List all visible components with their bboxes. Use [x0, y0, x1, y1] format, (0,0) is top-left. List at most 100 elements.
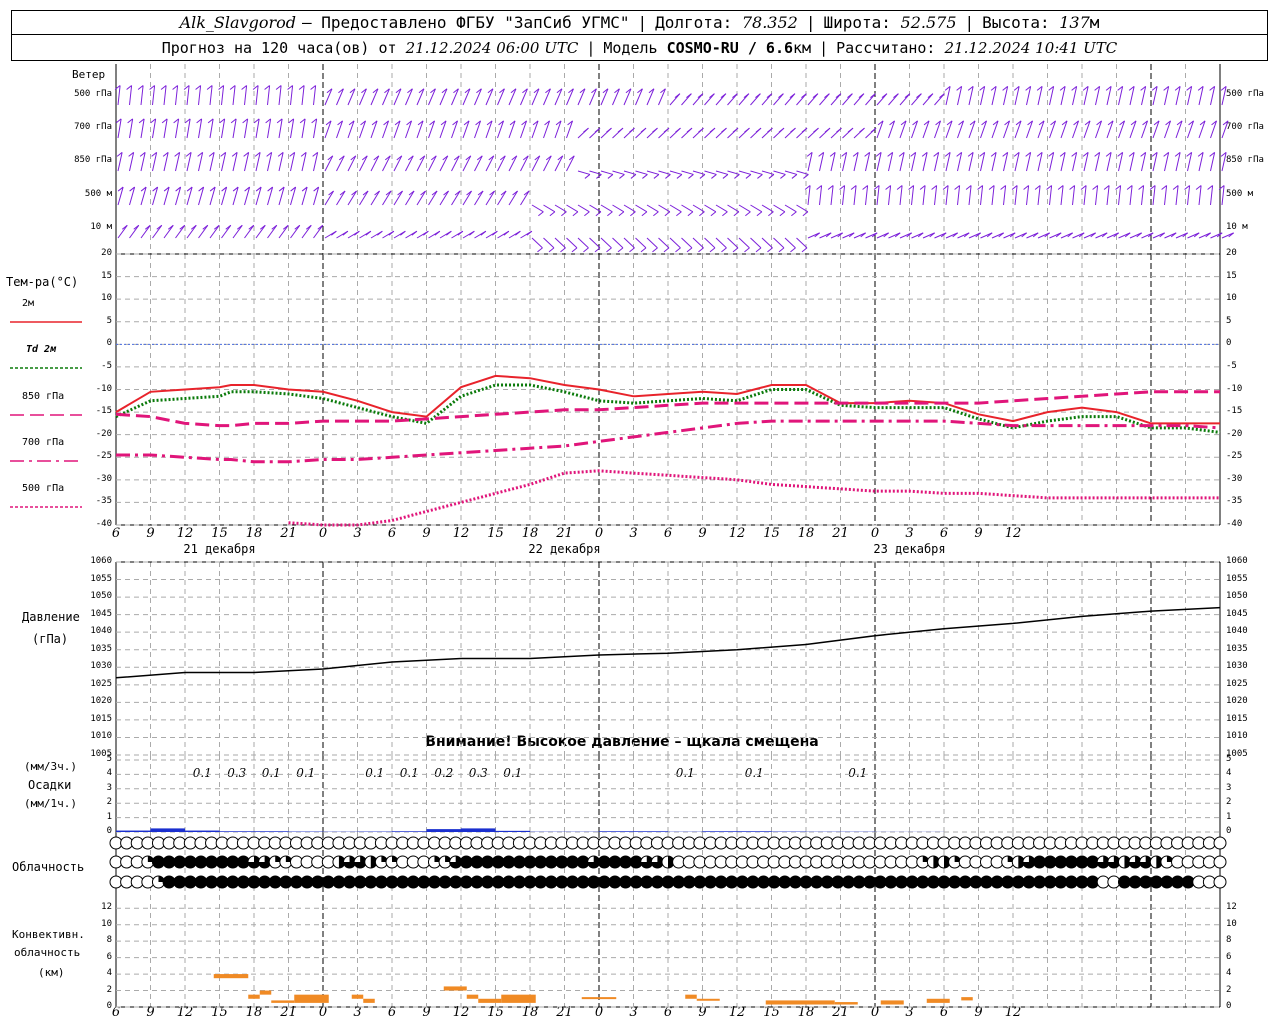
wind-barb-feather [721, 247, 727, 253]
wind-barb [704, 170, 717, 175]
wind-barb [830, 152, 836, 172]
wind-barb-feather [584, 211, 590, 217]
wind-barb-feather [230, 118, 237, 124]
temp-series-line [288, 469, 1220, 527]
conv-ytick-left: 2 [106, 984, 112, 995]
wind-barb-feather [255, 186, 262, 192]
wind-barb [393, 155, 403, 172]
temp-ytick-left: 20 [101, 248, 112, 258]
wind-barb [842, 232, 855, 239]
wind-barb-feather [1161, 185, 1167, 190]
wind-barb [290, 152, 296, 172]
wind-barb [600, 88, 609, 106]
wind-barb [1060, 86, 1066, 106]
wind-barb-feather [1044, 232, 1051, 238]
cloud-fill [1065, 876, 1078, 888]
wind-barb [474, 190, 484, 206]
wind-barb-feather [503, 230, 510, 236]
x-tick-hour-bottom: 15 [763, 1005, 780, 1020]
wind-barb [1072, 185, 1076, 206]
wind-barb [784, 237, 796, 249]
cloud-fill [1022, 876, 1035, 888]
wind-barb [623, 204, 636, 213]
wind-barb [635, 204, 648, 213]
wind-barb-feather [709, 93, 715, 99]
wind-barb-feather [744, 247, 750, 253]
wind-barb-feather [1025, 152, 1031, 157]
wind-barb [175, 224, 186, 239]
prec-ytick-right: 1 [1226, 811, 1232, 822]
cloud-fill [194, 876, 207, 888]
cloud-fill [933, 856, 940, 868]
wind-barb [865, 152, 871, 172]
temp-legend-label: Td 2м [26, 344, 57, 355]
wind-barb [612, 88, 620, 106]
wind-barb [462, 120, 470, 139]
wind-barb-feather [115, 118, 122, 124]
wind-barb-feather [1082, 86, 1089, 91]
wind-barb-feather [688, 174, 694, 179]
x-tick-hour: 0 [318, 526, 328, 541]
wind-barb-feather [236, 224, 243, 230]
cloud-fill [587, 876, 600, 888]
wind-barb-feather [300, 152, 307, 157]
precip-value-label: 0.2 [434, 766, 454, 780]
wind-barb [1198, 232, 1211, 239]
wind-level-label-left: 700 гПа [74, 122, 112, 132]
wind-barb [738, 170, 752, 175]
wind-barb [715, 237, 727, 249]
wind-barb [635, 237, 647, 249]
cloud-fill [1044, 876, 1057, 888]
wind-barb [600, 204, 613, 213]
cloud-fill [534, 876, 547, 888]
wind-barb [140, 118, 145, 139]
wind-barb [899, 152, 905, 172]
wind-barb [1026, 185, 1030, 206]
pres-ytick-right: 1055 [1226, 573, 1248, 584]
wind-barb [428, 88, 436, 106]
wind-barb [853, 152, 859, 172]
wind-barb [497, 88, 505, 106]
cloud-fill [587, 856, 600, 868]
wind-barb-feather [441, 88, 448, 94]
cloud-fill [163, 856, 176, 868]
wind-barb [451, 155, 460, 172]
wind-barb [911, 120, 919, 139]
wind-barb [531, 204, 544, 213]
wind-barb-feather [545, 88, 551, 94]
temp-legend-label: 700 гПа [22, 437, 65, 448]
wind-barb [658, 204, 671, 213]
wind-barb-feather [1151, 86, 1158, 91]
wind-barb-feather [446, 230, 452, 236]
wind-barb [1118, 185, 1122, 206]
wind-barb-feather [898, 152, 905, 157]
cloud-fill [831, 876, 844, 888]
wind-barb [163, 85, 167, 106]
wind-barb [186, 85, 190, 106]
temp-ytick-left: -10 [95, 383, 112, 394]
wind-barb-feather [675, 247, 681, 253]
wind-barb [784, 204, 797, 213]
wind-barb [359, 120, 367, 139]
model-unit: км [793, 38, 812, 57]
wind-barb [186, 152, 192, 172]
wind-barb [934, 152, 940, 172]
cloud-circle [1213, 836, 1227, 850]
wind-barb [209, 152, 215, 172]
station-name: Alk_Slavgorod [179, 13, 296, 32]
wind-barb [313, 152, 319, 172]
wind-barb-feather [889, 120, 895, 126]
wind-barb-feather [824, 127, 831, 133]
wind-barb-feather [312, 152, 318, 157]
cloud-fill [407, 876, 420, 888]
wind-barb-feather [858, 93, 865, 99]
wind-barb-feather [1073, 120, 1079, 126]
wind-barb [198, 186, 205, 206]
wind-barb [991, 86, 997, 106]
conv-cloud-bar [685, 994, 697, 999]
prec-ytick-right: 5 [1226, 754, 1232, 764]
wind-barb-feather [1038, 120, 1045, 126]
wind-barb [991, 120, 999, 139]
wind-barb-feather [411, 230, 418, 236]
wind-barb-feather [904, 93, 911, 99]
